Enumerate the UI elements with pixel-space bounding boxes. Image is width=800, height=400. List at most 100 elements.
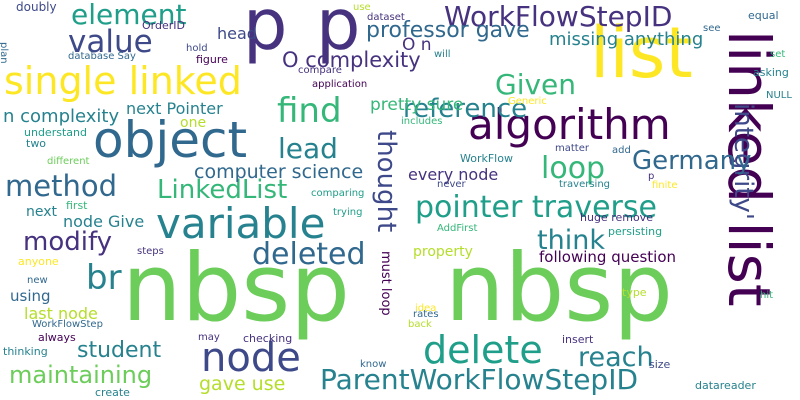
word-insert: insert [562,333,594,346]
word-may: may [198,332,220,343]
word-reach: reach [578,342,654,373]
word-thinking: thinking [3,345,48,358]
word-anyone: anyone [18,255,59,268]
word-steps: steps [137,246,164,257]
word-add: add [612,145,631,156]
word-o-complexity: O complexity [282,48,421,72]
word-persisting: persisting [608,225,663,238]
word-p: p [316,0,361,66]
word-asking: asking [753,66,789,79]
word-following-question: following question [539,248,677,266]
word-includes: includes [401,116,443,127]
word-every-node: every node [408,165,499,184]
word-p: p [648,171,655,182]
word-workflow: WorkFlow [460,152,513,165]
word-next-pointer: next Pointer [126,99,223,118]
word-computer-science: computer science [194,161,364,183]
word-first: first [66,199,88,212]
word-find: find [277,91,342,131]
word-doubly: doubly [16,0,57,14]
word-type: type [622,286,647,299]
word-deleted: deleted [252,237,366,272]
word-set: set [770,49,786,60]
word-property: property [413,244,473,260]
word-trying: trying [333,207,363,218]
word-back: back [408,319,432,330]
word-equal: equal [748,9,779,22]
word-modify: modify [23,227,113,257]
word-traversing: traversing [559,179,611,190]
word-think: think [537,225,605,256]
word-element: element [71,0,187,31]
word-node: node [201,335,301,381]
word-maintaining: maintaining [9,361,153,389]
word-node-give: node Give [63,212,145,231]
word-gave-use: gave use [199,373,286,395]
word-one: one [180,115,207,131]
word-matter: matter [555,143,589,154]
word-use: use [353,2,371,13]
word-workflowstepid: WorkFlowStepID [444,0,673,33]
word-next: next [26,204,58,220]
word-missing-anything: missing anything [549,29,704,50]
word-generic: Generic [508,96,547,107]
word-new: new [27,275,48,286]
word-given: Given [495,68,577,101]
word-reference: reference [403,94,528,124]
word-loop: loop [541,151,606,186]
word-delete: delete [423,328,543,372]
word-last-node: last node [24,304,98,323]
word-create: create [95,386,130,399]
word-compare: compare [298,65,342,76]
word-orderid: OrderID [142,19,185,32]
word-hold: hold [186,43,208,54]
word-pointer-traverse: pointer traverse [415,190,657,225]
word-see: see [703,23,721,34]
word-variable: variable [156,199,326,248]
word-finite: finite [652,180,678,191]
word-application: application [312,79,368,90]
word-must-loop: must loop [378,251,393,316]
word-checking: checking [243,332,293,345]
word-using: using [10,287,51,305]
word-p: p [243,0,288,66]
word-algorithm: algorithm [468,100,671,149]
word-br: br [86,258,122,298]
word-hit: hit [760,290,774,301]
word-two: two [26,137,47,150]
word-pretty-sure: pretty sure [370,95,464,115]
word-datareader: datareader [695,379,756,392]
word-size: size [649,358,671,371]
word-professor-gave: professor gave [366,18,530,43]
word-figure: figure [196,53,228,66]
word-linkedlist: LinkedList [157,175,288,205]
word-never: never [437,179,466,190]
word-understand: understand [24,126,87,139]
word-student: student [77,338,162,363]
word-thought: thought [371,130,401,233]
word-lead: lead [278,132,338,165]
word-comparing: comparing [311,188,365,199]
word-different: different [47,156,90,167]
word-nbsp: nbsp [445,234,673,343]
word-null: NULL [766,90,792,101]
word-method: method [5,169,117,203]
word-idea: idea [415,303,437,314]
word-workflowstep: WorkFlowStep [32,319,103,330]
word-germany: Germany [632,146,752,176]
word-database-say: database Say [68,51,136,62]
word-know: know [360,359,387,370]
word-addfirst: AddFirst [437,223,478,234]
word-value: value [68,24,153,60]
word-dataset: dataset [367,12,405,23]
word-o-n: O n [402,35,432,55]
word-rates: rates [413,309,439,320]
word-huge-remove: huge remove [580,211,653,224]
word-nbsp: nbsp [122,234,350,343]
word-object: object [93,111,248,169]
word-will: will [434,49,451,60]
word-head: head [217,24,257,43]
word-parentworkflowstepid: ParentWorkFlowStepID [320,363,639,396]
word-always: always [38,331,76,344]
